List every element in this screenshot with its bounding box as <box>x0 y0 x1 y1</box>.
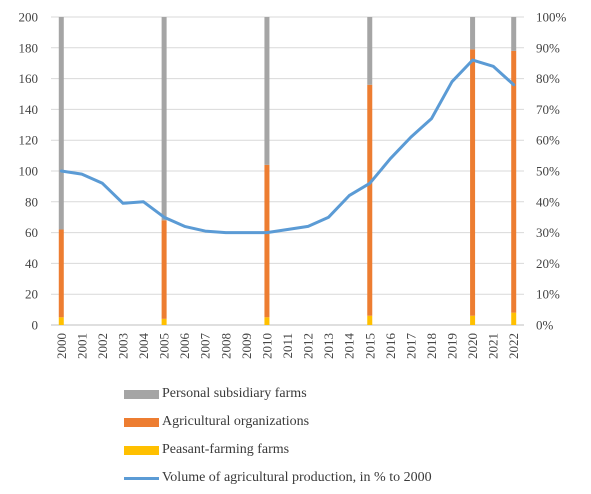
bar-peasant-farming-farms-2000 <box>58 317 64 325</box>
legend-label: Personal subsidiary farms <box>162 386 307 401</box>
x-tick-label: 2002 <box>95 333 110 359</box>
legend-item-agricultural-organizations: Agricultural organizations <box>124 408 524 436</box>
line-series <box>59 58 516 235</box>
right-tick-label: 0% <box>536 318 554 333</box>
bar-agricultural-organizations-2005 <box>161 220 167 319</box>
x-tick-label: 2021 <box>486 333 501 359</box>
line-volume-agricultural-production <box>59 58 516 235</box>
right-tick-label: 10% <box>536 287 560 302</box>
x-tick-label: 2000 <box>54 333 69 359</box>
left-tick-label: 0 <box>32 318 39 333</box>
legend-item-volume-line: Volume of agricultural production, in % … <box>124 464 524 492</box>
left-tick-label: 180 <box>19 40 39 55</box>
x-tick-label: 2019 <box>445 333 460 359</box>
legend-label: Agricultural organizations <box>162 414 310 429</box>
x-tick-label: 2001 <box>74 333 89 359</box>
x-tick-label: 2012 <box>301 333 316 359</box>
right-tick-label: 50% <box>536 164 560 179</box>
left-tick-label: 140 <box>19 102 39 117</box>
x-tick-label: 2010 <box>259 333 274 359</box>
bar-peasant-farming-farms-2010 <box>264 317 270 325</box>
bar-personal-subsidiary-farms-2022 <box>511 17 517 51</box>
right-tick-label: 90% <box>536 40 560 55</box>
right-tick-label: 100% <box>536 10 567 25</box>
bar-peasant-farming-farms-2022 <box>511 312 517 325</box>
bar-peasant-farming-farms-2005 <box>161 318 167 325</box>
x-tick-label: 2022 <box>506 333 521 359</box>
legend-swatch-volume <box>124 476 159 480</box>
x-tick-label: 2008 <box>218 333 233 359</box>
right-axis-ticks: 0% 10% 20% 30% 40% 50% 60% 70% 80% 90% 100% <box>536 10 567 333</box>
x-tick-label: 2013 <box>321 333 336 359</box>
x-tick-label: 2009 <box>239 333 254 359</box>
chart-canvas: 0 20 40 60 80 100 120 140 160 180 200 0% 10% 20% 30% 4… <box>19 10 567 360</box>
left-tick-label: 80 <box>25 194 38 209</box>
bar-peasant-farming-farms-2020 <box>470 315 476 325</box>
bars <box>58 17 517 325</box>
bar-agricultural-organizations-2020 <box>470 49 476 316</box>
bar-personal-subsidiary-farms-2015 <box>367 17 373 85</box>
x-tick-label: 2014 <box>342 333 357 360</box>
bar-agricultural-organizations-2000 <box>58 229 64 318</box>
bar-agricultural-organizations-2010 <box>264 164 270 318</box>
legend-swatch-peasant <box>124 445 159 455</box>
bar-agricultural-organizations-2022 <box>511 50 517 313</box>
bar-personal-subsidiary-farms-2020 <box>470 17 476 50</box>
right-tick-label: 40% <box>536 194 560 209</box>
left-tick-label: 200 <box>19 10 39 25</box>
legend-item-peasant-farming-farms: Peasant-farming farms <box>124 436 524 464</box>
left-axis-ticks: 0 20 40 60 80 100 120 140 160 180 200 <box>19 10 39 333</box>
x-tick-label: 2015 <box>362 333 377 359</box>
legend-swatch-personal <box>124 389 159 399</box>
x-tick-label: 2005 <box>157 333 172 359</box>
right-tick-label: 60% <box>536 133 560 148</box>
left-tick-label: 100 <box>19 164 39 179</box>
bar-peasant-farming-farms-2015 <box>367 315 373 325</box>
right-tick-label: 30% <box>536 225 560 240</box>
x-tick-label: 2018 <box>424 333 439 359</box>
x-tick-label: 2003 <box>115 333 130 359</box>
x-tick-label: 2017 <box>403 333 418 360</box>
left-tick-label: 40 <box>25 256 38 271</box>
legend-label: Volume of agricultural production, in % … <box>162 470 432 485</box>
right-tick-label: 70% <box>536 102 560 117</box>
legend: Personal subsidiary farms Agricultural o… <box>124 380 524 492</box>
bar-personal-subsidiary-farms-2010 <box>264 17 270 165</box>
legend-item-personal-subsidiary-farms: Personal subsidiary farms <box>124 380 524 408</box>
bar-agricultural-organizations-2015 <box>367 84 373 316</box>
gridlines <box>51 16 524 326</box>
right-tick-label: 80% <box>536 71 560 86</box>
x-tick-label: 2007 <box>198 333 213 360</box>
bar-personal-subsidiary-farms-2005 <box>161 17 167 221</box>
x-tick-label: 2006 <box>177 333 192 360</box>
x-tick-label: 2016 <box>383 333 398 360</box>
bar-personal-subsidiary-farms-2000 <box>58 17 64 230</box>
legend-label: Peasant-farming farms <box>162 442 290 457</box>
right-tick-label: 20% <box>536 256 560 271</box>
left-tick-label: 20 <box>25 287 38 302</box>
x-tick-label: 2011 <box>280 333 295 359</box>
legend-swatch-agricultural <box>124 417 159 427</box>
left-tick-label: 120 <box>19 133 39 148</box>
x-axis-ticks: 2000 2001 2002 2003 2004 2005 2006 2007 2008 2009… <box>54 333 521 360</box>
x-tick-label: 2020 <box>465 333 480 359</box>
x-tick-label: 2004 <box>136 333 151 360</box>
left-tick-label: 160 <box>19 71 39 86</box>
left-tick-label: 60 <box>25 225 38 240</box>
